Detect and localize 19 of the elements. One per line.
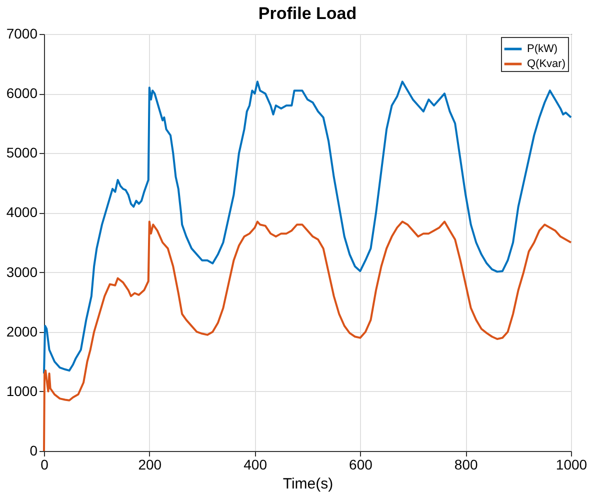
legend-label: P(kW) (527, 43, 558, 55)
legend-label: Q(Kvar) (527, 58, 566, 70)
x-axis-title: Time(s) (282, 476, 334, 492)
x-tick-label: 200 (138, 456, 162, 472)
chart-title: Profile Load (258, 4, 357, 23)
x-tick-label: 1000 (556, 456, 588, 472)
line-series (43, 80, 572, 375)
x-tick-label: 0 (40, 456, 49, 472)
y-tick-label: 0 (30, 442, 38, 458)
x-tick-label: 400 (244, 456, 268, 472)
y-tick-label: 7000 (6, 26, 38, 42)
x-tick-label: 600 (349, 456, 373, 472)
y-tick-label: 6000 (6, 85, 38, 102)
y-tick-label: 2000 (6, 323, 38, 340)
y-tick-label: 5000 (6, 144, 38, 161)
y-tick-label: 4000 (6, 204, 38, 220)
x-tick-label: 800 (454, 456, 478, 472)
y-tick-label: 3000 (6, 264, 38, 280)
y-tick-label: 1000 (6, 382, 38, 399)
